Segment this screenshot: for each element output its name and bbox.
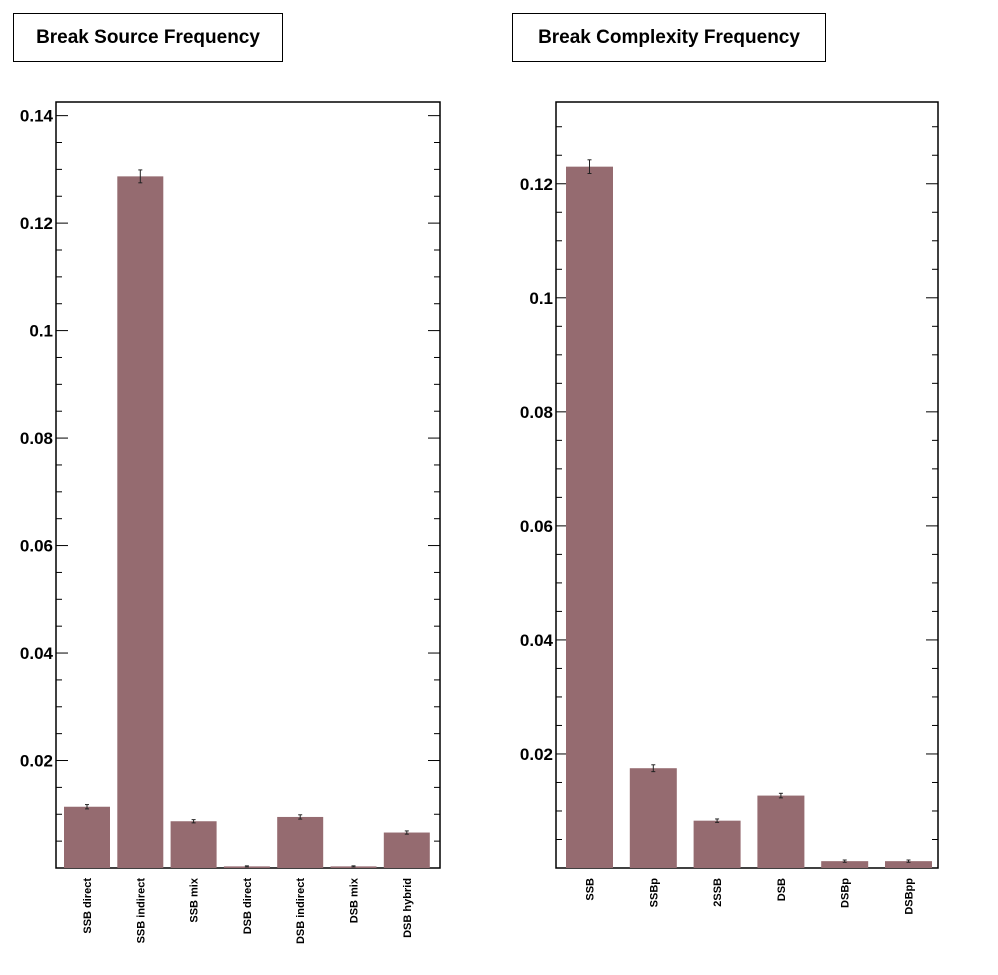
chart-title-break-complexity: Break Complexity Frequency bbox=[512, 13, 826, 62]
x-category-label: 2SSB bbox=[712, 878, 724, 907]
bar-dsb-hybrid bbox=[383, 832, 430, 868]
x-category-label: SSBp bbox=[648, 878, 660, 908]
bar-dsb-indirect bbox=[277, 816, 324, 868]
y-tick-label: 0.04 bbox=[20, 644, 54, 663]
y-tick-label: 0.06 bbox=[520, 517, 553, 536]
bar-dsb bbox=[757, 795, 805, 868]
y-tick-label: 0.1 bbox=[529, 289, 553, 308]
y-tick-label: 0.1 bbox=[29, 322, 53, 341]
y-tick-label: 0.02 bbox=[20, 752, 53, 771]
x-category-label: SSB mix bbox=[189, 877, 201, 923]
y-tick-label: 0.12 bbox=[520, 175, 553, 194]
bar-ssb-indirect bbox=[117, 176, 164, 868]
bar-ssb-mix bbox=[170, 821, 217, 868]
y-tick-label: 0.08 bbox=[20, 429, 53, 448]
y-tick-label: 0.02 bbox=[520, 745, 553, 764]
x-category-label: SSB direct bbox=[82, 878, 94, 934]
x-category-label: DSB direct bbox=[242, 878, 254, 935]
x-category-label: SSB indirect bbox=[135, 878, 147, 944]
bar-ssbp bbox=[629, 768, 677, 868]
chart-title-break-source: Break Source Frequency bbox=[13, 13, 283, 62]
bar-ssb bbox=[566, 166, 613, 869]
y-tick-label: 0.08 bbox=[520, 403, 553, 422]
x-category-label: DSB indirect bbox=[295, 878, 307, 944]
bar-ssb-direct bbox=[64, 806, 110, 868]
x-category-label: DSB bbox=[776, 878, 788, 901]
plot-frame-source bbox=[55, 101, 441, 869]
y-tick-label: 0.12 bbox=[20, 214, 53, 233]
y-tick-label: 0.04 bbox=[520, 631, 554, 650]
y-tick-label: 0.14 bbox=[20, 107, 54, 126]
bar-dsbp bbox=[821, 861, 869, 868]
x-category-label: SSB bbox=[585, 878, 597, 901]
x-category-label: DSBpp bbox=[904, 878, 916, 915]
plot-frame-complexity bbox=[555, 101, 939, 869]
y-tick-label: 0.06 bbox=[20, 537, 53, 556]
x-category-label: DSBp bbox=[840, 878, 852, 908]
bar-2ssb bbox=[693, 820, 741, 868]
x-category-label: DSB mix bbox=[349, 877, 361, 923]
bar-dsbpp bbox=[885, 861, 932, 868]
x-category-label: DSB hybrid bbox=[402, 878, 414, 938]
